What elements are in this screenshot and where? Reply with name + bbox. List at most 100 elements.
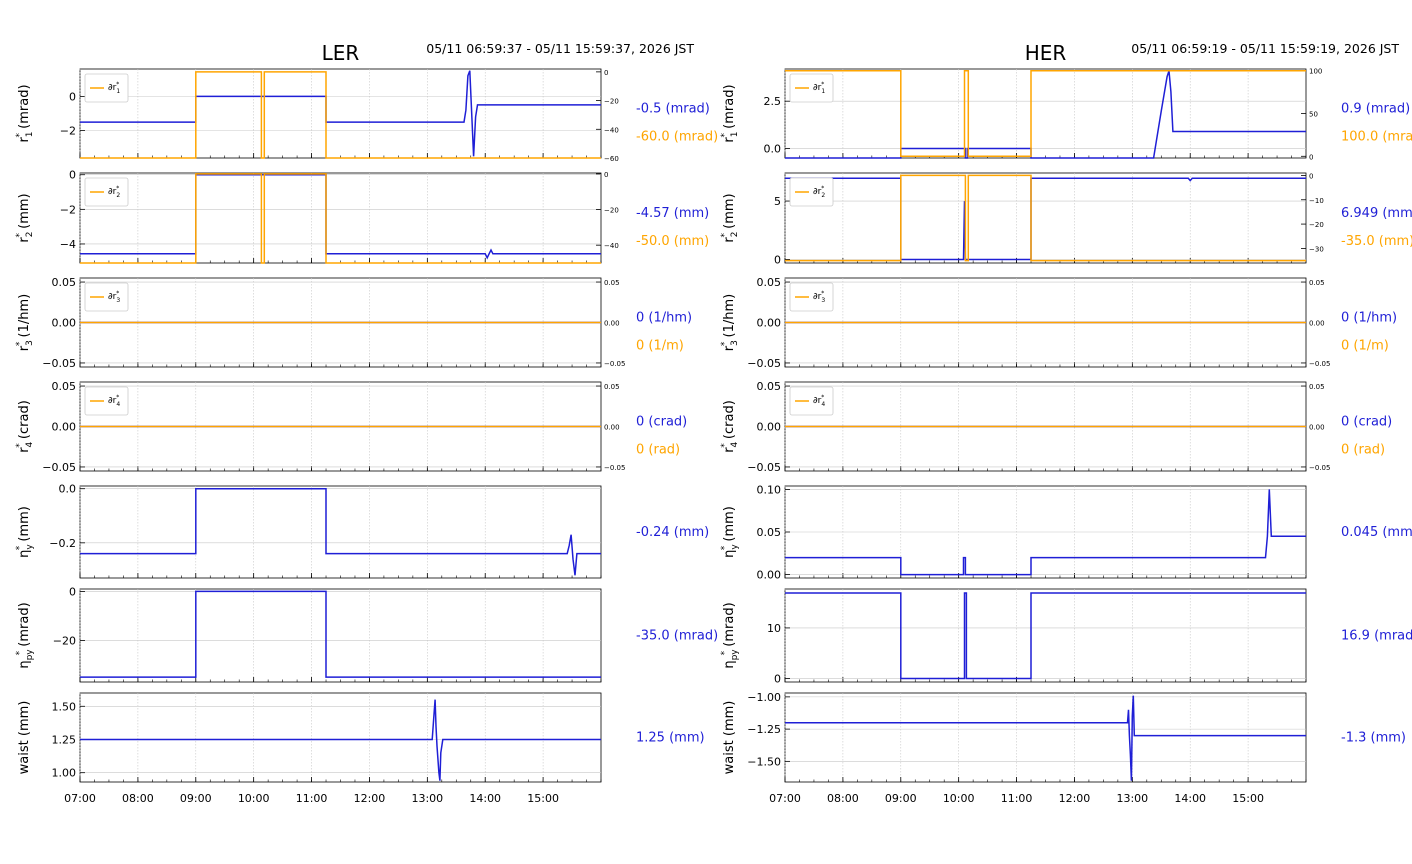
her-row-5: 0.10 0.05 0.00 ηy* (mm) 0.045 (mm) [720,483,1412,581]
value-delta: -60.0 (mrad) [636,130,718,145]
y2-tick-label: 0 [1309,172,1313,180]
y-axis-label-star: * [720,443,730,448]
y-axis-label-unit: (mm) [722,193,737,233]
y-axis-label-unit: (1/hm) [722,294,737,342]
main-series-line [80,590,601,678]
plot-frame [784,172,1307,264]
y2-tick-label: −20 [604,98,619,106]
legend-label-star: * [821,185,824,192]
ler-title: LER [322,41,360,65]
plot-frame [784,68,1307,159]
y-tick-label: 0.00 [757,421,782,434]
legend-label-subscript: 2 [821,192,825,199]
main-series-line [785,695,1306,781]
y-tick-label: 0.05 [757,276,782,289]
y2-tick-label: −60 [604,155,619,163]
legend-label-symbol: ∂r [813,83,822,93]
y2-tick-label: 0.00 [1309,424,1325,432]
y-tick-label: 1.50 [52,700,77,713]
y-axis-label-symbol: r [17,237,32,243]
plot-frame [79,588,602,683]
y-axis-label-unit: (mrad) [722,84,737,133]
y-tick-label: −2 [60,125,76,138]
y-tick-label: −0.05 [747,461,781,474]
y-tick-label: 5 [774,195,781,208]
y2-tick-label: −0.05 [1309,360,1330,368]
value-main: 0 (crad) [1341,415,1392,430]
y-tick-label: 0.0 [764,143,782,156]
y2-tick-label: −10 [1309,197,1324,205]
legend-label-subscript: 3 [821,297,825,304]
legend-label: ∂r1* [813,81,825,95]
y2-tick-label: 0.05 [604,383,620,391]
y-axis-label-symbol: r [722,447,737,453]
main-series-line [80,699,601,781]
y-tick-label: 10 [767,622,781,635]
legend-label-star: * [116,185,119,192]
her-title: HER [1025,41,1067,65]
delta-series-line [785,174,1306,262]
y-tick-label: 0.0 [59,483,77,496]
y-tick-label: −1.25 [747,723,781,736]
main-series-line [785,592,1306,680]
y-axis-label-subscript: y [730,544,740,550]
y-axis-label: r4* (crad) [15,400,35,453]
x-tick-label: 15:00 [1232,792,1264,805]
value-delta: 100.0 (mrad) [1341,130,1412,145]
value-main: 6.949 (mm) [1341,206,1412,221]
y-axis-label: r1* (mrad) [15,84,35,142]
y-axis-label: waist (mm) [17,701,32,775]
y-axis-label-unit: (mrad) [17,84,32,133]
value-delta: 0 (rad) [636,443,680,458]
y-tick-label: 0.05 [757,526,782,539]
y-axis-label-star: * [720,650,730,655]
her-row-6: 10 0 ηpy* (mrad) 16.9 (mrad) [720,588,1412,685]
ler-time-range: 05/11 06:59:37 - 05/11 15:59:37, 2026 JS… [426,41,694,56]
y-axis-label-subscript: 2 [25,232,35,238]
legend-box [789,386,834,416]
y-axis-label-star: * [15,341,25,346]
y-axis-label: ηpy* (mrad) [720,602,740,668]
y-axis-label-star: * [15,650,25,655]
legend-box [789,177,834,207]
her-time-range: 05/11 06:59:19 - 05/11 15:59:19, 2026 JS… [1131,41,1399,56]
value-delta: -50.0 (mm) [636,234,709,249]
plot-frame [79,692,602,783]
legend-label: ∂r3* [108,290,120,304]
y2-tick-label: −20 [604,207,619,215]
y-axis-label: ηy* (mm) [15,506,35,558]
legend: ∂r3* [84,282,129,312]
value-main: 0 (crad) [636,415,687,430]
value-main: 0 (1/hm) [636,311,692,326]
legend-label: ∂r1* [108,81,120,95]
legend: ∂r2* [84,177,129,207]
y2-tick-label: −30 [1309,245,1324,253]
x-tick-label: 10:00 [238,792,270,805]
legend-label: ∂r2* [813,185,825,199]
value-main: 0 (1/hm) [1341,311,1397,326]
y-axis-label-unit: (mrad) [722,602,737,651]
plot-frame [784,692,1307,783]
y-axis-label: r2* (mm) [720,193,740,242]
legend-label-symbol: ∂r [108,396,117,406]
ler-row-5: 0.0 −0.2 ηy* (mm) -0.24 (mm) [15,483,709,579]
y2-tick-label: 0.05 [1309,383,1325,391]
y-tick-label: −4 [60,238,76,251]
y-tick-label: 0.00 [52,421,77,434]
y-axis-label-symbol: r [722,345,737,351]
legend-label: ∂r4* [813,394,825,408]
y-tick-label: −0.2 [49,537,76,550]
y-axis-label-unit: (mm) [17,506,32,546]
value-delta: 0 (rad) [1341,443,1385,458]
legend-label: ∂r3* [813,290,825,304]
y-tick-label: −0.05 [42,357,76,370]
y-axis-label-subscript: py [730,649,740,661]
legend-box [789,73,834,103]
legend-label-symbol: ∂r [813,187,822,197]
y2-tick-label: 0 [1309,153,1313,161]
y-tick-label: 0 [69,585,76,598]
